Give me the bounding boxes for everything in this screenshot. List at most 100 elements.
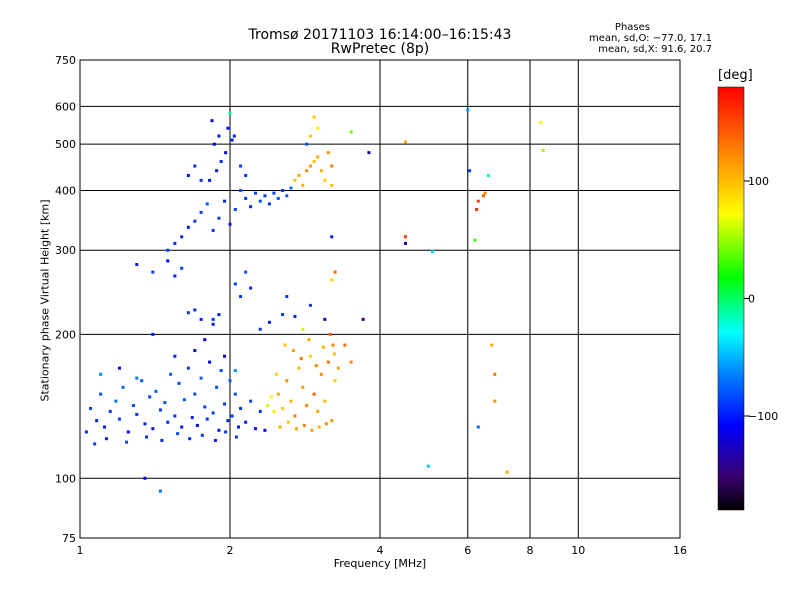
data-point [490, 343, 494, 347]
data-point [212, 142, 216, 146]
data-point [208, 178, 212, 182]
data-point [307, 338, 311, 342]
colorbar-tick-label: −100 [748, 410, 778, 423]
data-point [310, 428, 314, 432]
x-tick-label: 6 [464, 544, 471, 557]
data-point [473, 238, 477, 242]
data-point [219, 369, 223, 373]
data-point [166, 259, 170, 263]
colorbar-label: [deg] [718, 68, 753, 83]
data-point [135, 263, 139, 267]
data-point [205, 417, 209, 421]
data-point [258, 409, 262, 413]
data-point [186, 173, 190, 177]
data-point [135, 376, 139, 380]
data-point [217, 428, 221, 432]
data-point [321, 345, 325, 349]
data-point [466, 108, 470, 112]
data-point [224, 151, 228, 155]
data-point [324, 422, 328, 426]
data-point [89, 406, 93, 410]
data-point [481, 194, 485, 198]
data-point [281, 188, 285, 192]
data-point [278, 425, 282, 429]
data-point [330, 419, 334, 423]
data-point [140, 379, 144, 383]
data-point [301, 183, 305, 187]
data-point [258, 327, 262, 331]
colorbar-tick-label: 100 [748, 175, 769, 188]
data-point [539, 121, 543, 125]
data-point [305, 403, 309, 407]
data-point [228, 222, 232, 226]
data-point [151, 332, 155, 336]
x-tick-label: 2 [227, 544, 234, 557]
data-point [349, 130, 353, 134]
chart-title: Tromsø 20171103 16:14:00–16:15:43 [248, 27, 512, 43]
y-tick-label: 100 [55, 472, 76, 485]
data-point [160, 438, 164, 442]
data-point [223, 402, 227, 406]
y-tick-label: 500 [55, 138, 76, 151]
chart-subtitle: RwPretec (8p) [330, 41, 430, 57]
data-point [263, 428, 267, 432]
data-point [166, 420, 170, 424]
phases-stats-x-mode: mean, sd,X: 91.6, 20.7 [598, 44, 712, 55]
data-point [99, 372, 103, 376]
data-point [286, 420, 290, 424]
data-point [244, 173, 248, 177]
data-point [233, 208, 237, 212]
data-point [258, 199, 262, 203]
data-point [319, 372, 323, 376]
plot-frame [79, 59, 681, 539]
data-point [486, 173, 490, 177]
phases-stats-title: Phases [614, 22, 650, 33]
data-point [135, 412, 139, 416]
data-point [239, 295, 243, 299]
data-point [269, 395, 273, 399]
data-point [276, 196, 280, 200]
data-point [193, 219, 197, 223]
data-point [293, 178, 297, 182]
data-point [253, 427, 257, 431]
data-point [314, 364, 318, 368]
data-point [188, 437, 192, 441]
data-point [193, 164, 197, 168]
data-point [230, 138, 234, 142]
data-point [117, 417, 121, 421]
data-point [180, 266, 184, 270]
data-point [312, 392, 316, 396]
data-point [226, 419, 230, 423]
data-point [316, 409, 320, 413]
data-points [84, 108, 545, 493]
data-point [312, 115, 316, 119]
data-point [505, 470, 509, 474]
colorbar-tick-label: 0 [748, 293, 755, 306]
y-tick-label: 300 [55, 244, 76, 257]
data-point [289, 186, 293, 190]
data-point [331, 343, 335, 347]
data-point [475, 208, 479, 212]
data-point [431, 250, 435, 254]
data-point [145, 435, 149, 439]
data-point [84, 430, 88, 434]
data-point [199, 317, 203, 321]
data-point [330, 278, 334, 282]
data-point [158, 408, 162, 412]
data-point [332, 352, 336, 356]
data-point [319, 169, 323, 173]
data-point [158, 489, 162, 493]
axis-ticks: 1 2 4 6 8 10 16 75 100 200 300 400 500 600 750 [55, 54, 687, 557]
data-point [154, 389, 158, 393]
colorbar-ticks: 100 0 −100 [744, 175, 778, 423]
data-point [308, 303, 312, 307]
data-point [403, 235, 407, 239]
phases-stats-o-mode: mean, sd,O: −77.0, 17.1 [589, 33, 712, 44]
data-point [476, 425, 480, 429]
data-point [117, 366, 121, 370]
data-point [403, 140, 407, 144]
data-point [253, 191, 257, 195]
data-point [148, 395, 152, 399]
data-point [308, 354, 312, 358]
data-point [285, 379, 289, 383]
